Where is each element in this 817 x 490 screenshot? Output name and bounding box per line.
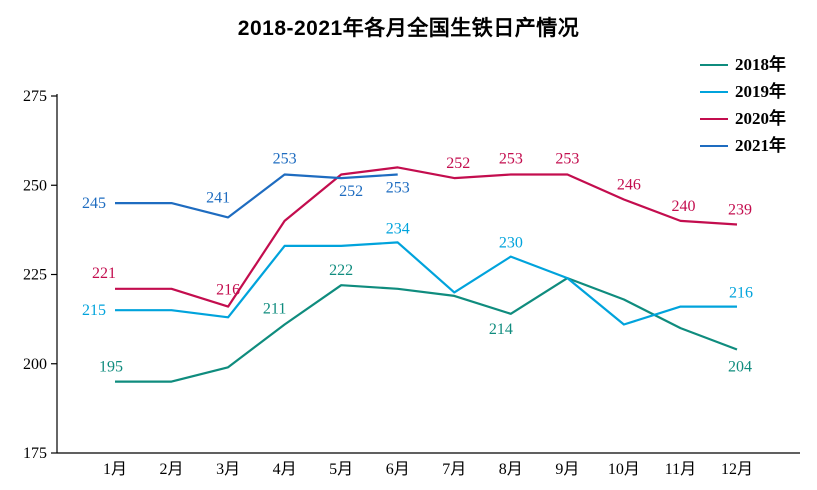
legend-label: 2021年 — [735, 136, 786, 155]
data-label: 253 — [386, 180, 410, 197]
data-label: 222 — [329, 262, 353, 279]
legend-line-2020-icon — [700, 117, 728, 120]
x-tick-label: 3月 — [216, 461, 240, 478]
data-label: 221 — [92, 265, 116, 282]
x-tick-label: 6月 — [386, 461, 410, 478]
chart-title: 2018-2021年各月全国生铁日产情况 — [237, 17, 580, 40]
data-label: 214 — [489, 321, 513, 338]
x-tick-label: 12月 — [721, 461, 753, 478]
x-tick-label: 9月 — [555, 461, 579, 478]
data-label: 204 — [728, 358, 752, 375]
legend-item: 2020年 — [700, 108, 786, 129]
y-tick-label: 250 — [23, 177, 47, 194]
data-label: 253 — [499, 151, 523, 168]
x-tick-label: 2月 — [160, 461, 184, 478]
y-tick-label: 225 — [23, 267, 47, 284]
legend-item: 2018年 — [700, 54, 786, 75]
data-label: 253 — [273, 151, 297, 168]
legend-item: 2021年 — [700, 135, 786, 156]
data-label: 240 — [671, 198, 695, 215]
y-tick-label: 175 — [23, 445, 47, 462]
x-tick-label: 4月 — [273, 461, 297, 478]
legend-line-2021-icon — [700, 144, 728, 147]
legend-label: 2019年 — [735, 82, 786, 101]
series-line-2021年 — [115, 173, 398, 219]
x-tick-label: 5月 — [329, 461, 353, 478]
x-tick-label: 10月 — [608, 461, 640, 478]
data-label: 252 — [339, 183, 363, 200]
data-label: 246 — [617, 177, 641, 194]
data-label: 252 — [446, 155, 470, 172]
legend: 2018年 2019年 2020年 2021年 — [700, 54, 786, 156]
x-tick-label: 11月 — [665, 461, 696, 478]
data-label: 239 — [728, 202, 752, 219]
series-line-2019年 — [115, 241, 737, 326]
x-tick-label: 8月 — [499, 461, 523, 478]
series-line-2018年 — [115, 277, 738, 383]
data-label: 211 — [263, 300, 286, 317]
data-label: 253 — [555, 151, 579, 168]
data-label: 230 — [499, 235, 523, 252]
data-label: 215 — [82, 302, 106, 319]
y-tick-label: 200 — [23, 356, 47, 373]
data-label: 216 — [216, 282, 240, 299]
legend-line-2019-icon — [700, 90, 728, 93]
data-label: 245 — [82, 195, 106, 212]
y-tick-label: 275 — [23, 88, 47, 105]
data-label: 241 — [206, 189, 230, 206]
x-tick-label: 1月 — [103, 461, 127, 478]
x-tick-label: 7月 — [442, 461, 466, 478]
data-label: 195 — [99, 359, 123, 376]
data-label: 216 — [729, 285, 753, 302]
legend-item: 2019年 — [700, 81, 786, 102]
legend-label: 2020年 — [735, 109, 786, 128]
legend-label: 2018年 — [735, 55, 786, 74]
data-label: 234 — [386, 220, 410, 237]
legend-line-2018-icon — [700, 63, 728, 66]
series-line-2020年 — [115, 166, 738, 308]
